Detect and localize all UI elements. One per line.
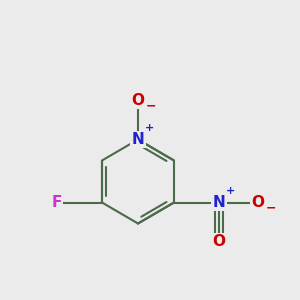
- Text: O: O: [131, 93, 145, 108]
- Text: N: N: [132, 132, 144, 147]
- Text: −: −: [145, 99, 156, 112]
- Text: +: +: [145, 123, 154, 133]
- Text: +: +: [226, 186, 235, 196]
- Text: −: −: [266, 201, 276, 214]
- Text: O: O: [212, 234, 226, 249]
- Text: N: N: [213, 195, 225, 210]
- Text: O: O: [251, 195, 265, 210]
- Text: F: F: [52, 195, 62, 210]
